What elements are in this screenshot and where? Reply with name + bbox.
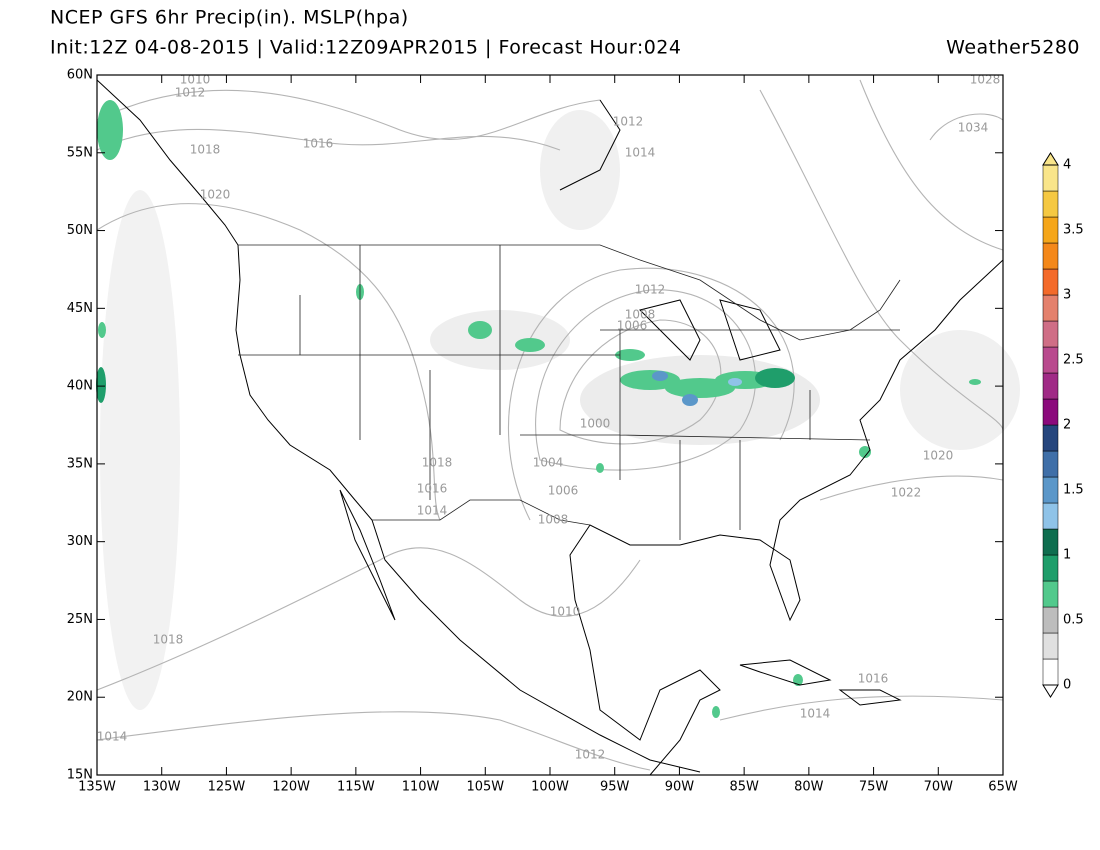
isobar-label: 1020 [923,449,954,463]
lat-label: 60N [67,68,93,83]
isobar-label: 1018 [190,143,221,157]
isobar-label: 1014 [800,707,831,721]
isobar-label: 1012 [635,283,666,297]
colorbar-segment [1042,476,1059,504]
lon-label: 85W [729,780,759,795]
isobars [96,79,1004,771]
borders [238,244,901,540]
colorbar-label: 3 [1063,288,1071,303]
map-title: NCEP GFS 6hr Precip(in). MSLP(hpa) [50,7,409,29]
isobar-label: 1012 [575,748,606,762]
isobar-label: 1014 [417,504,448,518]
lat-label: 55N [67,145,93,160]
isobar-label: 1022 [891,486,922,500]
isobar-label: 1006 [617,319,648,333]
colorbar-label: 2.5 [1063,353,1084,368]
isobar-label: 1010 [180,73,211,87]
lon-label: 125W [208,780,246,795]
lon-label: 80W [794,780,824,795]
lat-label: 25N [67,612,93,627]
lat-label: 35N [67,456,93,471]
isobar-label: 1018 [153,633,184,647]
colorbar-segment [1042,216,1059,244]
lat-label: 15N [67,768,93,783]
colorbar-segment [1042,268,1059,296]
isobar-label: 1018 [422,456,453,470]
lon-label: 110W [402,780,440,795]
lon-label: 65W [988,780,1018,795]
isobar-label: 1006 [548,484,579,498]
colorbar-segment [1042,164,1059,192]
lon-label: 70W [924,780,954,795]
isobar-label: 1000 [580,417,611,431]
colorbar-segment [1042,554,1059,582]
colorbar-label: 2 [1063,418,1071,433]
lat-label: 50N [67,223,93,238]
isobar-label: 1034 [958,121,989,135]
lon-label: 95W [600,780,630,795]
isobar-label: 1016 [303,137,334,151]
brand: Weather5280 [946,37,1080,59]
isobar-label: 1010 [550,605,581,619]
colorbar-cap [1042,684,1059,698]
colorbar-segment [1042,502,1059,530]
colorbar-segment [1042,346,1059,374]
colorbar-label: 1 [1063,548,1071,563]
isobar-label: 1004 [533,456,564,470]
colorbar-label: 4 [1063,158,1071,173]
isobar-label: 1014 [625,146,656,160]
colorbar-segment [1042,424,1059,452]
isobar-label: 1008 [625,308,656,322]
colorbar-segment [1042,632,1059,660]
lon-label: 100W [531,780,569,795]
coastlines [96,79,1004,776]
colorbar: 4 3.5 3 2.5 2 1.5 1 0.5 0 [1042,152,1084,698]
lon-label: 135W [78,780,116,795]
lon-label: 105W [466,780,504,795]
colorbar-segment [1042,242,1059,270]
isobar-labels: 1010 1012 1018 1016 1020 1012 1014 1034 … [97,73,1001,762]
isobar-label: 1008 [538,513,569,527]
colorbar-segment [1042,372,1059,400]
colorbar-label: 0.5 [1063,613,1084,628]
lat-label: 40N [67,379,93,394]
isobar-label: 1016 [858,672,889,686]
isobar-label: 1012 [613,115,644,129]
colorbar-segment [1042,450,1059,478]
colorbar-segment [1042,190,1059,218]
lon-label: 115W [337,780,375,795]
colorbar-segment [1042,294,1059,322]
precip [96,100,981,718]
colorbar-label: 0 [1063,678,1071,693]
isobar-label: 1016 [417,482,448,496]
isobar-label: 1014 [97,730,128,744]
isobar-label: 1028 [970,73,1001,87]
colorbar-segment [1042,606,1059,634]
colorbar-cap [1042,152,1059,166]
colorbar-segment [1042,320,1059,348]
colorbar-segment [1042,658,1059,686]
lat-label: 45N [67,301,93,316]
colorbar-segment [1042,580,1059,608]
isobar-label: 1020 [200,188,231,202]
colorbar-segment [1042,398,1059,426]
lon-label: 90W [665,780,695,795]
lon-label: 130W [143,780,181,795]
colorbar-label: 3.5 [1063,223,1084,238]
lat-label: 30N [67,534,93,549]
colorbar-label: 1.5 [1063,483,1084,498]
map-subtitle: Init:12Z 04-08-2015 | Valid:12Z09APR2015… [50,37,682,59]
colorbar-segment [1042,528,1059,556]
lon-label: 120W [272,780,310,795]
lon-label: 75W [859,780,889,795]
lat-label: 20N [67,690,93,705]
isobar-label: 1012 [175,86,206,100]
